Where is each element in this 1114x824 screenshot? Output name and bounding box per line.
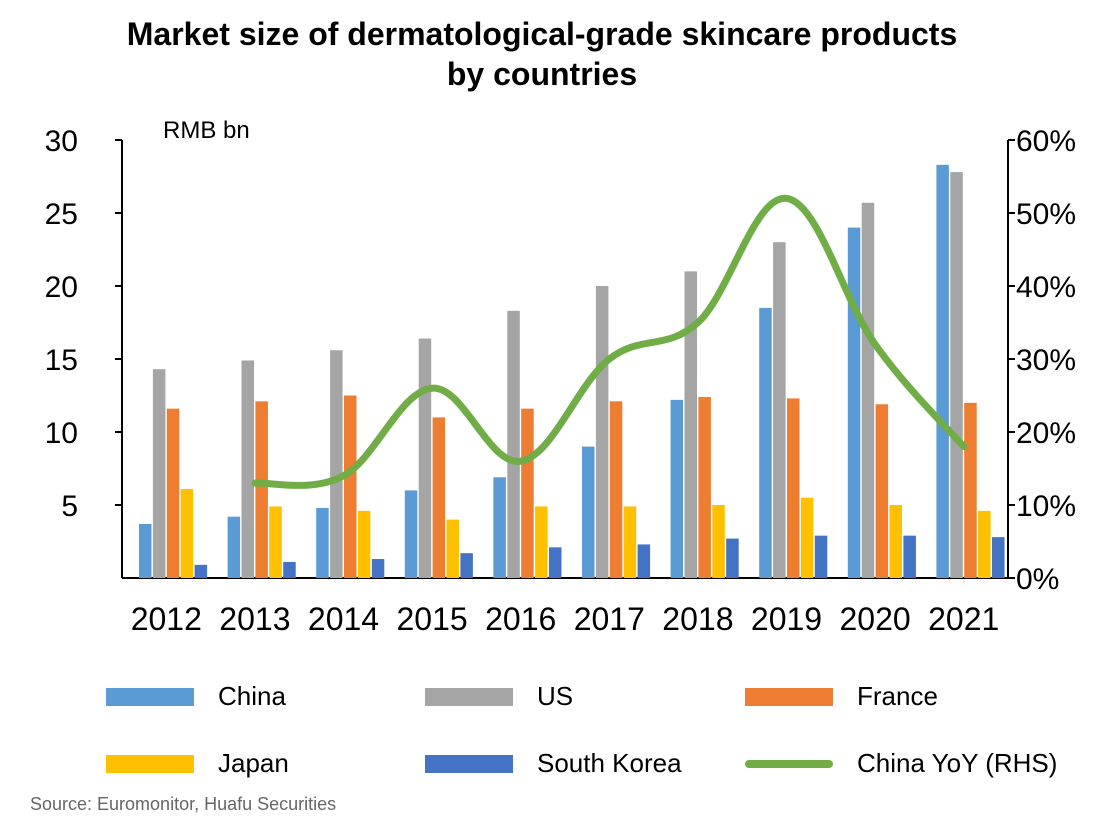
bar-japan (357, 510, 371, 578)
bar-france (698, 396, 711, 578)
chart-title-line-1: Market size of dermatological-grade skin… (126, 16, 958, 52)
x-tick-label: 2021 (928, 601, 999, 637)
x-tick-label: 2020 (840, 601, 911, 637)
x-tick-label: 2016 (485, 601, 556, 637)
bar-south-korea (549, 547, 562, 578)
bar-china (493, 477, 506, 578)
bar-japan (446, 519, 459, 578)
bar-china (582, 446, 595, 578)
bar-us (773, 242, 786, 578)
bar-japan (623, 506, 637, 578)
bar-us (418, 338, 432, 578)
bar-china (404, 490, 418, 578)
bar-south-korea (371, 559, 385, 578)
x-tick-label: 2019 (751, 601, 822, 637)
y-tick-label: 15 (45, 344, 78, 377)
x-tick-label: 2017 (574, 601, 645, 637)
bar-france (521, 408, 534, 578)
bar-south-korea (814, 535, 828, 578)
chart-title-line-2: by countries (446, 56, 638, 92)
bar-japan (269, 506, 282, 578)
bar-us (950, 172, 963, 578)
bar-us (507, 310, 520, 578)
y2-tick-label: 30% (1016, 344, 1076, 377)
series-line-china-yoy (251, 194, 968, 489)
bar-china (936, 164, 949, 578)
bar-us (861, 202, 875, 578)
bar-south-korea (903, 535, 916, 578)
bar-south-korea (194, 564, 208, 578)
bar-china (227, 516, 241, 578)
bar-france (344, 395, 357, 578)
bar-south-korea (726, 538, 739, 578)
bar-france (787, 398, 800, 578)
bar-france (875, 404, 889, 578)
bar-south-korea (992, 537, 1005, 578)
y-tick-label: 10 (45, 417, 78, 450)
bar-south-korea (460, 553, 473, 578)
bar-us (152, 369, 166, 578)
bar-south-korea (283, 561, 296, 578)
unit-label: RMB bn (163, 117, 250, 144)
bar-japan (800, 497, 814, 578)
y2-tick-label: 20% (1016, 417, 1076, 450)
bar-us (330, 350, 343, 578)
bar-us (684, 271, 697, 578)
bar-japan (978, 510, 991, 578)
bar-us (241, 360, 254, 578)
bar-france (609, 401, 623, 578)
bar-china (759, 307, 772, 578)
bar-china (139, 523, 152, 578)
bar-japan (535, 506, 548, 578)
bar-china (847, 227, 861, 578)
x-tick-label: 2012 (131, 601, 202, 637)
x-tick-label: 2018 (662, 601, 733, 637)
y2-tick-label: 10% (1016, 490, 1076, 523)
y2-tick-label: 50% (1016, 198, 1076, 231)
bar-japan (712, 505, 725, 578)
y2-tick-label: 40% (1016, 271, 1076, 304)
bar-china (670, 399, 684, 578)
bar-france (964, 402, 977, 578)
bar-china (316, 507, 329, 578)
bar-south-korea (637, 544, 651, 578)
y-tick-label: 5 (61, 490, 78, 523)
bar-france (166, 408, 180, 578)
bar-japan (180, 488, 194, 578)
source-note: Source: Euromonitor, Huafu Securities (30, 794, 337, 814)
y-tick-label: 20 (45, 271, 78, 304)
y-tick-label: 25 (45, 198, 78, 231)
y2-tick-label: 60% (1016, 125, 1076, 158)
y2-tick-label: 0% (1016, 563, 1059, 596)
x-tick-label: 2014 (308, 601, 379, 637)
bar-france (255, 401, 268, 578)
bar-france (432, 417, 446, 578)
x-tick-label: 2013 (219, 601, 290, 637)
bar-japan (889, 505, 902, 578)
x-tick-label: 2015 (397, 601, 468, 637)
bar-us (595, 286, 609, 578)
y-tick-label: 30 (45, 125, 78, 158)
chart-title: Market size of dermatological-grade skin… (0, 14, 1084, 94)
